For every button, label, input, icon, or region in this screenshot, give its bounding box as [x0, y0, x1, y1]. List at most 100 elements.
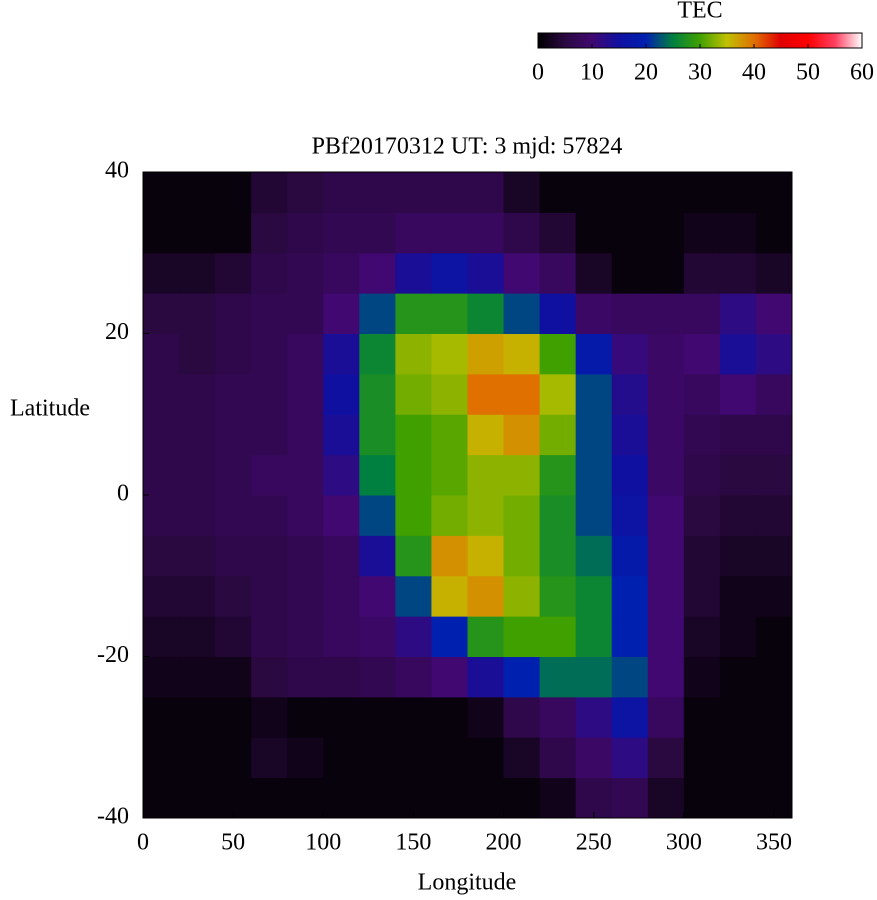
heat-cell	[359, 212, 396, 254]
heat-cell	[683, 777, 721, 819]
heat-cell	[395, 414, 432, 456]
heat-cell	[647, 454, 685, 496]
heat-cell	[647, 535, 685, 577]
heat-cell	[431, 535, 468, 577]
heat-cell	[287, 293, 324, 334]
heat-cell	[539, 293, 577, 334]
heat-cell	[683, 495, 721, 536]
heat-cell	[251, 535, 288, 577]
heat-cell	[467, 212, 505, 254]
heat-cell	[647, 212, 685, 254]
heat-cell	[503, 414, 541, 456]
heat-cell	[143, 414, 180, 456]
heat-cell	[395, 656, 432, 698]
heat-cell	[287, 252, 324, 294]
x-axis-label: Longitude	[418, 870, 517, 896]
heat-cell	[215, 495, 252, 536]
heat-cell	[683, 414, 721, 456]
heat-cell	[323, 333, 360, 375]
heat-cell	[431, 333, 468, 375]
heat-cell	[575, 293, 613, 334]
heat-cell	[647, 575, 685, 617]
heat-cell	[719, 414, 757, 456]
heat-cell	[395, 293, 432, 334]
heat-cell	[143, 696, 180, 738]
heat-cell	[683, 172, 721, 213]
heat-cell	[431, 252, 468, 294]
heat-cell	[755, 656, 793, 698]
heat-cell	[323, 777, 360, 819]
heat-cell	[683, 212, 721, 254]
heat-cell	[251, 737, 288, 779]
heat-cell	[359, 696, 396, 738]
heat-cell	[215, 737, 252, 779]
heat-cell	[467, 495, 505, 536]
heat-cell	[755, 737, 793, 779]
heat-cell	[359, 293, 396, 334]
heat-cell	[215, 656, 252, 698]
heat-cell	[215, 454, 252, 496]
heat-cell	[647, 616, 685, 657]
heat-cell	[359, 656, 396, 698]
heat-cell	[611, 495, 649, 536]
heat-cell	[503, 454, 541, 496]
heat-cell	[395, 777, 432, 819]
heat-cell	[719, 535, 757, 577]
heat-cell	[467, 454, 505, 496]
heat-cell	[575, 252, 613, 294]
heat-cell	[179, 616, 216, 657]
heat-cell	[395, 454, 432, 496]
heat-cell	[575, 737, 613, 779]
y-tick-label: 0	[117, 481, 129, 507]
heat-cell	[575, 696, 613, 738]
heat-cell	[251, 696, 288, 738]
heat-cell	[575, 575, 613, 617]
heat-cell	[647, 333, 685, 375]
heat-cell	[287, 414, 324, 456]
heat-cell	[251, 212, 288, 254]
heat-cell	[611, 737, 649, 779]
heat-cell	[539, 656, 577, 698]
heat-cell	[323, 212, 360, 254]
heat-cell	[431, 172, 468, 213]
heat-cell	[143, 454, 180, 496]
heat-cell	[251, 252, 288, 294]
heat-cell	[683, 696, 721, 738]
heat-cell	[287, 535, 324, 577]
heat-cell	[431, 414, 468, 456]
heat-cell	[359, 252, 396, 294]
heat-cell	[215, 373, 252, 415]
heat-cell	[143, 616, 180, 657]
heat-cell	[179, 414, 216, 456]
heat-cell	[503, 373, 541, 415]
heat-cell	[647, 737, 685, 779]
heat-cell	[611, 293, 649, 334]
heat-cell	[719, 212, 757, 254]
heat-cell	[323, 172, 360, 213]
heat-cell	[503, 333, 541, 375]
heat-cell	[359, 535, 396, 577]
heat-cell	[719, 454, 757, 496]
heat-cell	[539, 495, 577, 536]
heat-cell	[503, 737, 541, 779]
heat-cell	[719, 737, 757, 779]
heat-cell	[539, 373, 577, 415]
heat-cell	[647, 252, 685, 294]
heat-cell	[323, 414, 360, 456]
heat-cell	[431, 616, 468, 657]
heat-cell	[719, 656, 757, 698]
heat-cell	[503, 777, 541, 819]
heat-cell	[503, 656, 541, 698]
heat-cell	[719, 293, 757, 334]
heat-cell	[215, 212, 252, 254]
colorbar-tick-label: 60	[850, 60, 874, 86]
heat-cell	[611, 656, 649, 698]
colorbar-tick-label: 20	[634, 60, 658, 86]
heat-cell	[287, 575, 324, 617]
heat-cell	[719, 373, 757, 415]
heat-cell	[287, 212, 324, 254]
heat-cell	[143, 172, 180, 213]
heat-cell	[143, 737, 180, 779]
heat-cell	[359, 454, 396, 496]
